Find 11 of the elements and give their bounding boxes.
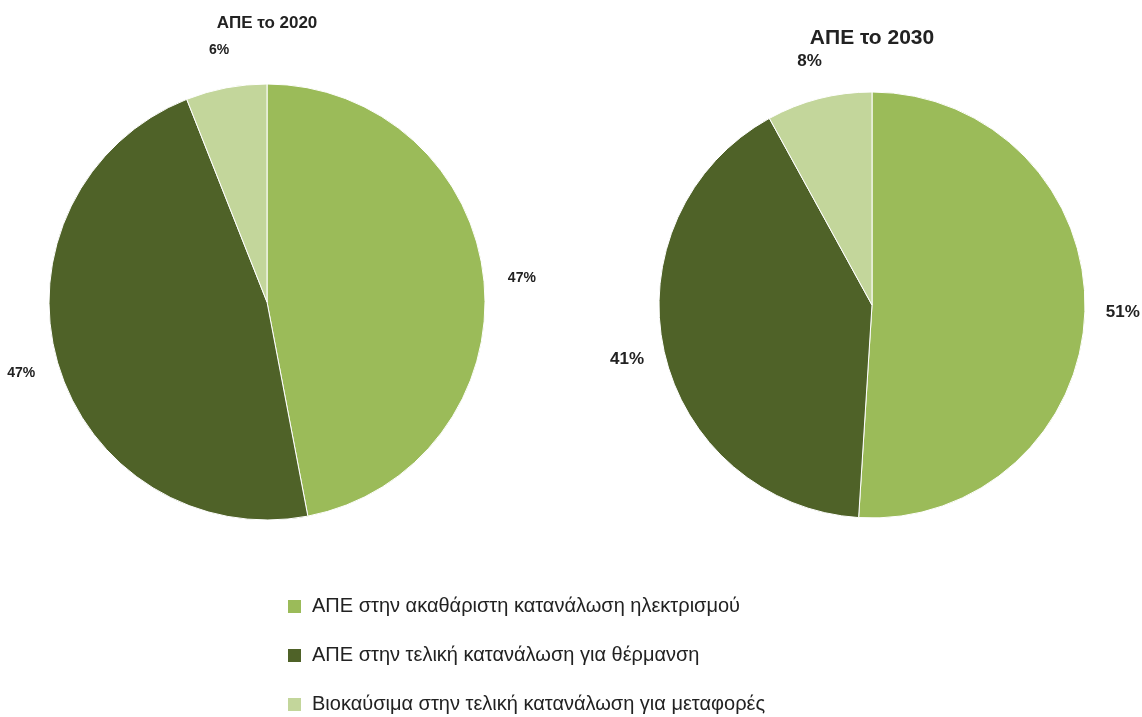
- data-label: 8%: [797, 51, 822, 71]
- chart-title: ΑΠΕ το 2020: [216, 13, 318, 32]
- legend-label: Βιοκαύσιμα στην τελική κατανάλωση για μεταφορές: [312, 692, 766, 715]
- data-label: 41%: [610, 349, 645, 369]
- data-label: 47%: [7, 364, 36, 381]
- legend-label: ΑΠΕ στην τελική κατανάλωση για θέρμανση: [312, 643, 700, 666]
- data-label: 6%: [208, 41, 230, 58]
- data-label: 51%: [1105, 302, 1140, 322]
- chart-title: ΑΠΕ το 2030: [809, 25, 935, 48]
- data-label: 47%: [507, 268, 537, 285]
- legend-label: ΑΠΕ στην ακαθάριστη κατανάλωση ηλεκτρισμού: [312, 594, 740, 617]
